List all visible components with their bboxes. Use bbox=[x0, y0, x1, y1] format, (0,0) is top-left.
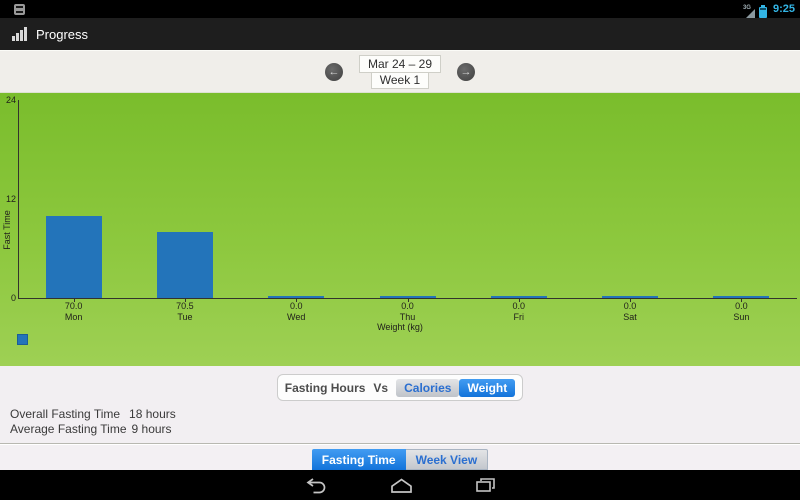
fasting-time-tab[interactable]: Fasting Time bbox=[311, 449, 406, 470]
x-tick bbox=[296, 299, 298, 302]
x-tick bbox=[630, 299, 632, 302]
chart-bar-mon bbox=[45, 215, 102, 298]
status-bar: 3G 9:25 bbox=[0, 0, 800, 18]
bar-chart-icon bbox=[12, 27, 27, 41]
overall-fasting-label: Overall Fasting Time bbox=[10, 407, 121, 421]
y-axis-title: Fast Time bbox=[2, 210, 12, 250]
app-bar: Progress bbox=[0, 18, 800, 50]
week-navigation: ← Mar 24 – 29 Week 1 → bbox=[0, 50, 800, 93]
back-button[interactable] bbox=[305, 477, 328, 494]
x-tick bbox=[184, 299, 186, 302]
fasting-stats: Overall Fasting Time 18 hours Average Fa… bbox=[10, 407, 800, 437]
chart-bar-tue bbox=[156, 232, 213, 298]
recent-apps-button[interactable] bbox=[475, 477, 496, 493]
x-axis-title: Weight (kg) bbox=[377, 322, 423, 332]
x-tick bbox=[73, 299, 75, 302]
x-label-sun: 0.0 Sun bbox=[733, 301, 750, 322]
battery-icon bbox=[758, 5, 767, 18]
comparison-toggle: Fasting Hours Vs Calories Weight bbox=[276, 374, 524, 401]
average-fasting-value: 9 hours bbox=[131, 422, 172, 436]
x-label-sat: 0.0 Sat bbox=[623, 301, 637, 322]
average-fasting-label: Average Fasting Time bbox=[10, 422, 127, 436]
clock: 9:25 bbox=[772, 3, 795, 15]
x-axis-line bbox=[18, 298, 797, 299]
network-type-label: 3G bbox=[742, 5, 751, 11]
week-number-label: Week 1 bbox=[370, 72, 430, 89]
calories-toggle-button[interactable]: Calories bbox=[396, 378, 460, 397]
chart-bar-fri bbox=[490, 296, 547, 298]
chart-bar-thu bbox=[379, 296, 436, 298]
chart-area: Fast Time Weight (kg) 0 12 24 70.0 Mon 70.5 Tu… bbox=[0, 93, 800, 366]
overall-fasting-value: 18 hours bbox=[129, 407, 176, 421]
next-week-button[interactable]: → bbox=[457, 62, 476, 81]
x-label-thu: 0.0 Thu bbox=[399, 301, 416, 322]
cellular-signal-icon: 3G bbox=[742, 5, 755, 18]
home-icon bbox=[390, 477, 413, 493]
x-label-fri: 0.0 Fri bbox=[512, 301, 526, 322]
notification-icon bbox=[14, 3, 25, 15]
legend-swatch bbox=[17, 334, 28, 345]
fasting-hours-label: Fasting Hours bbox=[284, 380, 366, 395]
x-tick bbox=[741, 299, 743, 302]
bottom-tab-strip: Fasting Time Week View bbox=[0, 443, 800, 470]
x-label-mon: 70.0 Mon bbox=[64, 301, 83, 322]
android-navigation-bar bbox=[0, 470, 800, 500]
y-tick-label: 12 bbox=[5, 194, 16, 204]
home-button[interactable] bbox=[390, 477, 413, 493]
date-range-label: Mar 24 – 29 bbox=[358, 54, 442, 73]
y-tick-label: 24 bbox=[5, 95, 16, 105]
lower-panel: Fasting Hours Vs Calories Weight Overall… bbox=[0, 366, 800, 443]
page-title: Progress bbox=[36, 26, 89, 42]
previous-week-button[interactable]: ← bbox=[324, 62, 343, 81]
x-tick bbox=[518, 299, 520, 302]
y-tick-label: 0 bbox=[10, 293, 16, 303]
x-label-tue: 70.5 Tue bbox=[176, 301, 194, 322]
back-icon bbox=[305, 477, 328, 494]
date-range-stack: Mar 24 – 29 Week 1 bbox=[358, 54, 442, 89]
chart-bar-wed bbox=[268, 296, 325, 298]
x-label-wed: 0.0 Wed bbox=[287, 301, 306, 322]
weight-toggle-button[interactable]: Weight bbox=[459, 378, 516, 397]
x-tick bbox=[407, 299, 409, 302]
recent-apps-icon bbox=[475, 477, 496, 493]
chart-bar-sun bbox=[713, 296, 770, 298]
week-view-tab[interactable]: Week View bbox=[405, 449, 489, 470]
vs-label: Vs bbox=[373, 380, 389, 395]
chart-bar-sat bbox=[602, 296, 659, 298]
y-axis-line bbox=[18, 100, 19, 299]
